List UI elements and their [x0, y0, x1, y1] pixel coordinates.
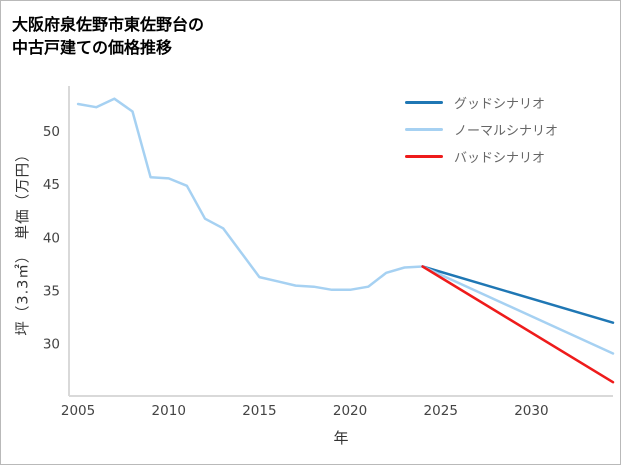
series-history-line [76, 97, 424, 292]
chart-title-line1: 大阪府泉佐野市東佐野台の [12, 15, 205, 34]
x-tick-label: 2025 [424, 403, 458, 419]
series-normal-line [421, 265, 615, 355]
y-tick-label: 30 [43, 336, 60, 352]
y-tick-label: 50 [43, 124, 60, 140]
x-tick-label: 2005 [61, 403, 95, 419]
x-axis-label: 年 [333, 429, 349, 447]
x-tick-label: 2015 [242, 403, 276, 419]
chart-legend: グッドシナリオ ノーマルシナリオ バッドシナリオ [405, 93, 558, 174]
y-tick-label: 40 [43, 230, 60, 246]
x-tick-label: 2020 [333, 403, 367, 419]
y-tick-label: 45 [43, 177, 60, 193]
series-bad-line [421, 265, 615, 384]
legend-line-swatch-good [405, 100, 443, 104]
legend-label-bad: バッドシナリオ [454, 150, 546, 166]
series-good-line [421, 265, 615, 324]
x-tick-label: 2010 [152, 403, 186, 419]
legend-label-good: グッドシナリオ [454, 96, 546, 112]
y-tick-label: 35 [43, 283, 60, 299]
legend-item-bad: バッドシナリオ [405, 147, 558, 166]
legend-item-normal: ノーマルシナリオ [405, 120, 559, 139]
legend-item-good: グッドシナリオ [405, 93, 558, 112]
chart-title-line2: 中古戸建ての価格推移 [12, 38, 173, 58]
x-tick-label: 2030 [514, 403, 548, 419]
y-axis-label: 坪（3.3㎡） 単価（万円） [15, 146, 32, 336]
legend-label-normal: ノーマルシナリオ [454, 123, 559, 139]
chart-title: 大阪府泉佐野市東佐野台の 中古戸建ての価格推移 [12, 13, 204, 59]
legend-line-swatch-bad [405, 154, 443, 158]
legend-line-swatch-normal [405, 127, 443, 131]
